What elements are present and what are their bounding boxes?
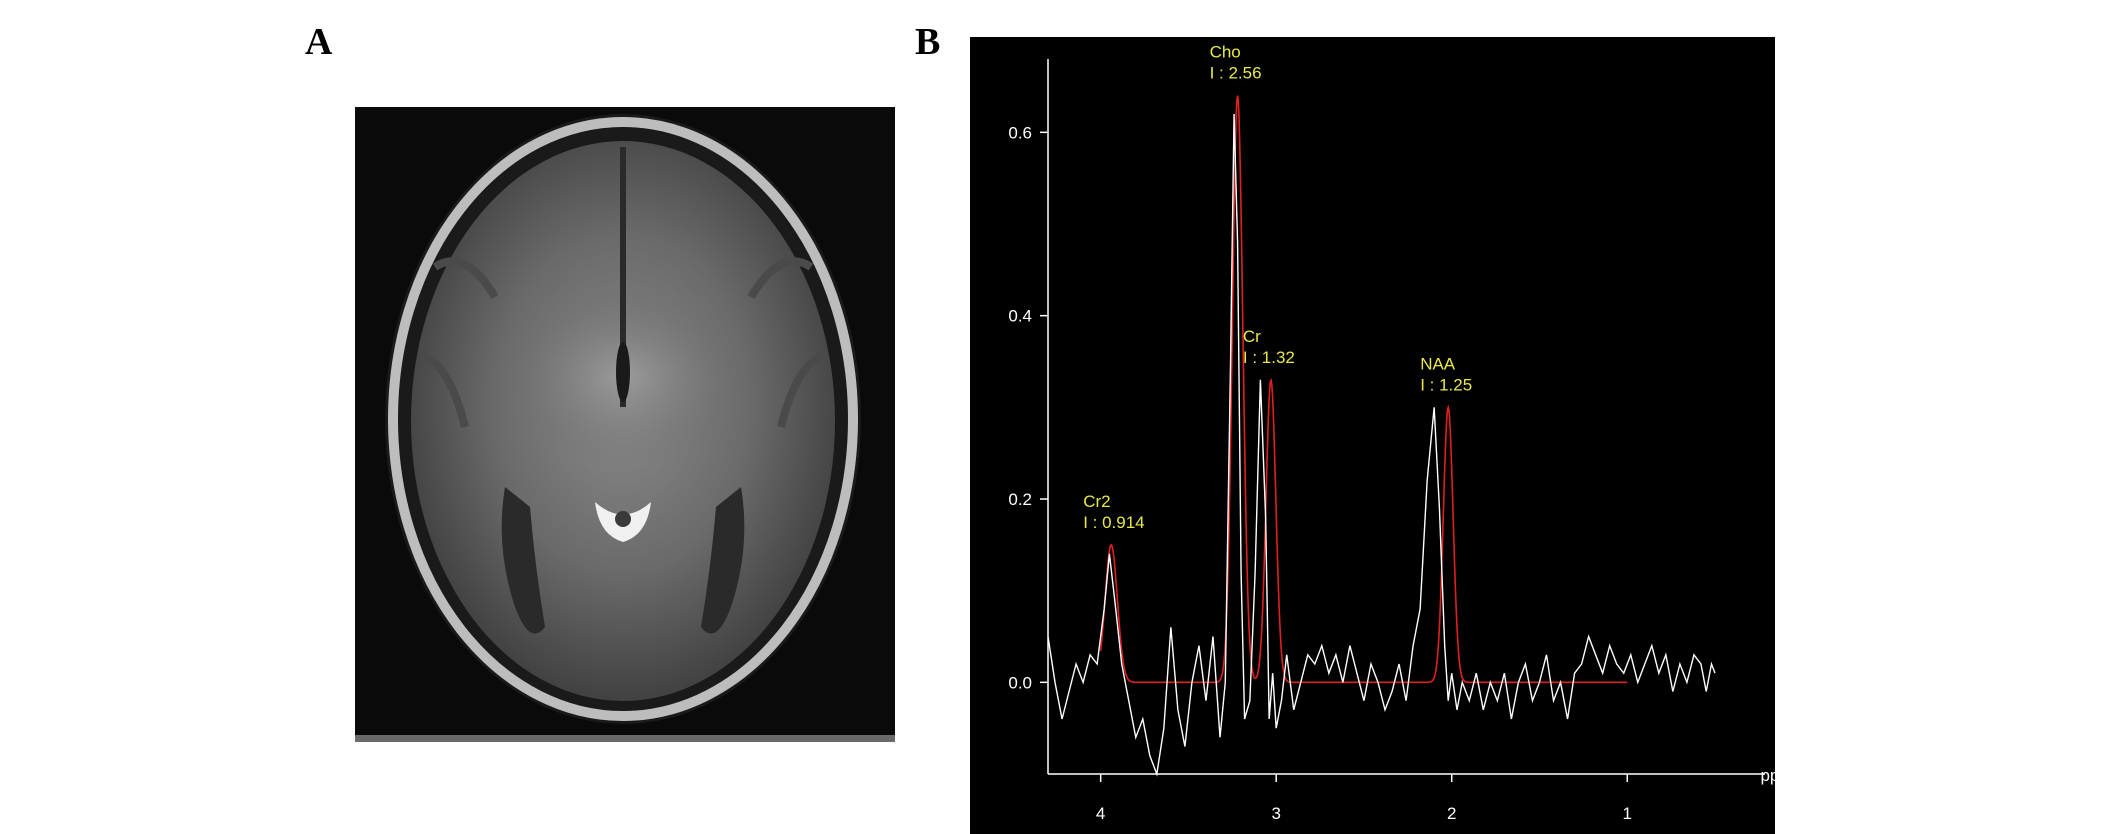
x-axis-label: ppm <box>1760 766 1775 785</box>
axes-layer: 0.0 0.2 0.4 0.6 4 3 2 1 ppm <box>1008 59 1775 823</box>
data-layer <box>1047 113 1716 777</box>
panel-a-label: A <box>305 21 333 63</box>
peak-integral-label: I : 2.56 <box>1210 64 1262 83</box>
label-layer: Cr2 I : 0.914 Cho I : 2.56 Cr I : 1.32 NAA I : … <box>1083 43 1472 532</box>
peak-name-label: Cr <box>1243 327 1261 346</box>
peak-integral-label: I : 1.25 <box>1420 375 1472 394</box>
x-tick-label: 2 <box>1447 804 1456 823</box>
mri-brain-scan-image <box>355 107 895 742</box>
x-tick-label: 4 <box>1096 804 1105 823</box>
panel-b-label: B <box>915 21 941 63</box>
peak-name-label: NAA <box>1420 354 1456 373</box>
x-tick-label: 3 <box>1271 804 1280 823</box>
mr-spectrum-chart: 0.0 0.2 0.4 0.6 4 3 2 1 ppm Cr2 I : 0.914 Cho I : 2… <box>970 37 1775 834</box>
peak-integral-label: I : 1.32 <box>1243 348 1295 367</box>
y-tick-label: 0.2 <box>1008 490 1032 509</box>
raw-spectrum-line <box>1047 113 1716 777</box>
chart-background <box>970 37 1775 834</box>
peak-integral-label: I : 0.914 <box>1083 513 1144 532</box>
peak-name-label: Cho <box>1210 43 1241 62</box>
peak-name-label: Cr2 <box>1083 492 1110 511</box>
y-tick-label: 0.0 <box>1008 673 1032 692</box>
y-tick-label: 0.4 <box>1008 307 1032 326</box>
y-tick-label: 0.6 <box>1008 123 1032 142</box>
x-tick-label: 1 <box>1623 804 1632 823</box>
